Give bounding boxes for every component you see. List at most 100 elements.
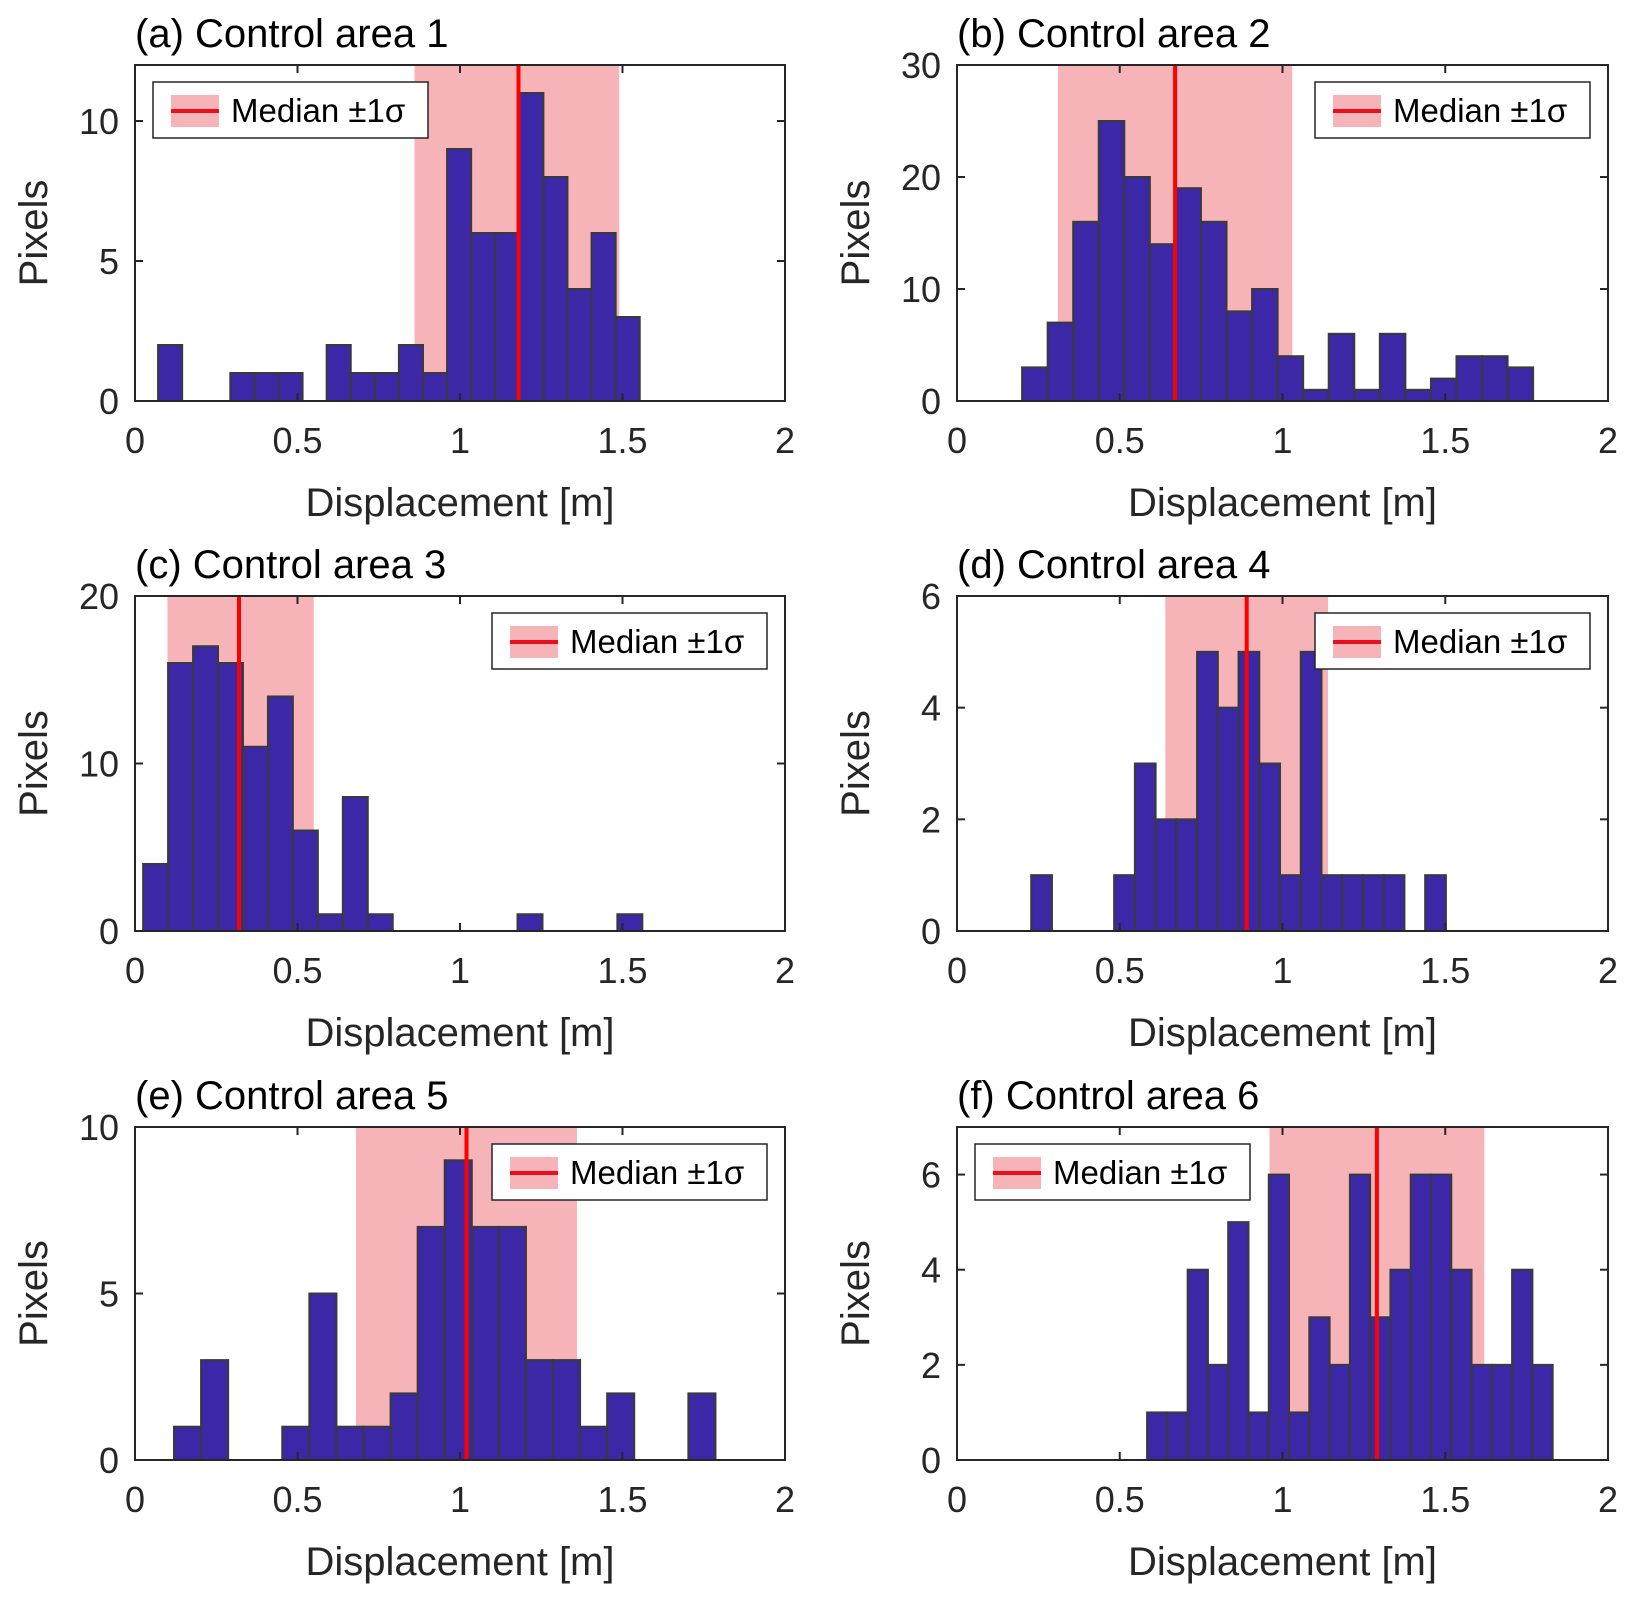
x-tick-label: 0 xyxy=(947,1479,967,1520)
histogram-bar xyxy=(494,232,521,402)
histogram-bar xyxy=(1327,332,1356,402)
histogram-bar xyxy=(349,372,376,402)
legend-label: Median ±1σ xyxy=(1393,92,1567,129)
x-axis-label: Displacement [m] xyxy=(306,1540,615,1584)
histogram-bar xyxy=(1046,321,1075,403)
panel-title: (a) Control area 1 xyxy=(135,12,448,56)
legend: Median ±1σ xyxy=(974,1143,1251,1201)
histogram-bar xyxy=(1154,818,1178,932)
histogram-bar xyxy=(1113,874,1136,933)
histogram-bar xyxy=(1072,220,1100,402)
histogram-bar xyxy=(1369,1316,1392,1462)
y-axis-label: Pixels xyxy=(12,180,56,287)
histogram-bar xyxy=(1302,388,1330,402)
histogram-bar xyxy=(229,372,256,402)
y-tick-label: 2 xyxy=(921,799,941,840)
x-tick-label: 2 xyxy=(775,950,795,991)
histogram-bar xyxy=(308,1292,338,1461)
histogram-bar xyxy=(566,288,593,402)
y-tick-label: 4 xyxy=(921,1250,941,1291)
y-axis-label: Pixels xyxy=(12,1240,56,1347)
histogram-bar xyxy=(1175,818,1199,932)
histogram-bar xyxy=(497,1225,527,1462)
histogram-bars xyxy=(173,1159,717,1462)
x-tick-label: 0 xyxy=(125,420,145,461)
panel-title: (d) Control area 4 xyxy=(957,543,1270,587)
histogram-bar xyxy=(157,344,184,402)
histogram-bar xyxy=(1247,1411,1270,1462)
y-tick-label: 4 xyxy=(921,688,941,729)
histogram-bar xyxy=(542,176,569,402)
histogram-bar xyxy=(421,372,449,402)
histogram-bar xyxy=(1288,1411,1311,1462)
y-axis-label: Pixels xyxy=(834,180,878,287)
x-tick-label: 2 xyxy=(1598,420,1618,461)
y-tick-label: 10 xyxy=(901,269,941,310)
histogram-bar xyxy=(335,1425,365,1461)
x-axis-label: Displacement [m] xyxy=(1128,481,1437,525)
y-tick-label: 6 xyxy=(921,576,941,617)
y-tick-label: 0 xyxy=(99,911,119,952)
histogram-bars xyxy=(1021,120,1535,403)
x-tick-label: 1 xyxy=(1272,950,1292,991)
histogram-bar xyxy=(687,1392,717,1462)
histogram-bar xyxy=(1206,1363,1230,1462)
x-tick-label: 2 xyxy=(1598,1479,1618,1520)
histogram-bar xyxy=(192,645,220,932)
panel-d: 0 0.5 1 1.5 2 0 2 4 6 Displacement [m] Pixels (d) C… xyxy=(834,543,1618,1055)
x-tick-label: 0.5 xyxy=(1095,420,1145,461)
histogram-bar xyxy=(470,232,497,402)
histogram-bar xyxy=(1506,366,1535,402)
panel-title: (c) Control area 3 xyxy=(135,543,446,587)
legend: Median ±1σ xyxy=(1314,612,1591,670)
histogram-bar xyxy=(253,372,280,402)
histogram-bar xyxy=(1424,874,1447,933)
x-tick-label: 0 xyxy=(125,950,145,991)
x-tick-label: 1 xyxy=(450,1479,470,1520)
histogram-bar xyxy=(366,913,394,932)
histogram-bar xyxy=(1308,1316,1331,1462)
histogram-bar xyxy=(1328,1363,1351,1462)
x-tick-label: 0.5 xyxy=(1095,950,1145,991)
histogram-bar xyxy=(518,92,545,402)
histogram-bar xyxy=(1470,1363,1493,1462)
histogram-bar xyxy=(1174,187,1202,402)
histogram-bar xyxy=(1097,120,1126,402)
y-axis-label: Pixels xyxy=(12,710,56,817)
x-tick-label: 1 xyxy=(450,950,470,991)
histogram-bar xyxy=(1341,874,1364,933)
x-tick-label: 0 xyxy=(947,420,967,461)
x-tick-label: 2 xyxy=(775,420,795,461)
histogram-bar xyxy=(241,745,269,932)
histogram-bar xyxy=(1225,310,1254,402)
x-tick-label: 1.5 xyxy=(1420,1479,1470,1520)
histogram-bar xyxy=(1216,706,1240,933)
y-tick-label: 5 xyxy=(99,1274,119,1315)
histogram-bar xyxy=(1511,1268,1534,1461)
histogram-bar xyxy=(1148,243,1177,402)
x-tick-label: 1 xyxy=(450,420,470,461)
histogram-bar xyxy=(1389,1268,1412,1461)
histogram-bar xyxy=(1227,1221,1250,1461)
histogram-bar xyxy=(200,1359,230,1461)
x-tick-label: 0.5 xyxy=(272,1479,322,1520)
histogram-bar xyxy=(389,1392,419,1462)
panel-e: 0 0.5 1 1.5 2 0 5 10 Displacement [m] Pixels (e) C… xyxy=(12,1074,795,1584)
y-tick-label: 0 xyxy=(99,381,119,422)
histogram-bar xyxy=(1490,1363,1514,1462)
histogram-bar xyxy=(579,1425,609,1461)
histogram-bar xyxy=(1279,874,1302,933)
histogram-bar xyxy=(1409,1173,1432,1461)
x-tick-label: 2 xyxy=(775,1479,795,1520)
histogram-bar xyxy=(590,232,617,402)
y-tick-label: 20 xyxy=(901,157,941,198)
histogram-bar xyxy=(173,1425,203,1461)
x-tick-label: 1.5 xyxy=(597,950,647,991)
histogram-bar xyxy=(277,372,304,402)
y-tick-label: 10 xyxy=(79,744,119,785)
panel-a: 0 0.5 1 1.5 2 0 5 10 Displacement [m] Pixels (a) C… xyxy=(12,12,795,525)
x-tick-label: 0.5 xyxy=(272,420,322,461)
histogram-bar xyxy=(1429,1173,1453,1461)
